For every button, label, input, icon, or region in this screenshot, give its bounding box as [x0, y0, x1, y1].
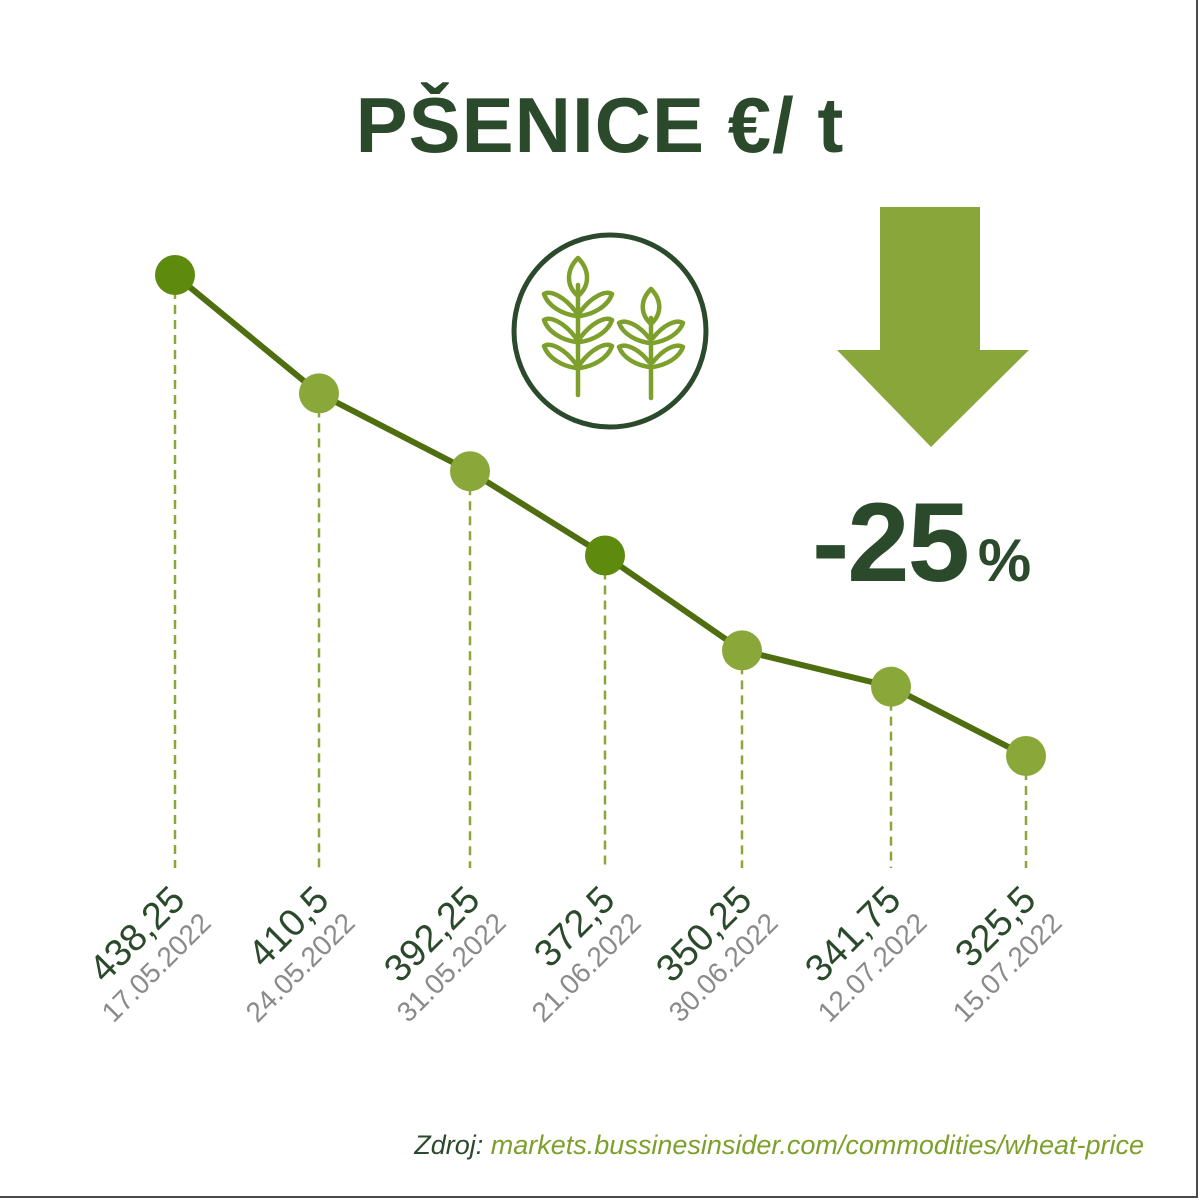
source-label: Zdroj: — [414, 1130, 484, 1160]
source-credit: Zdroj: markets.bussinesinsider.com/commo… — [414, 1130, 1144, 1161]
data-point-6 — [1006, 736, 1046, 776]
category-label-3: 372,521.06.2022 — [526, 879, 647, 1028]
data-point-1 — [299, 373, 339, 414]
percent-sign: % — [977, 527, 1032, 594]
data-point-5 — [871, 666, 911, 707]
category-label-6: 325,515.07.2022 — [947, 879, 1068, 1028]
data-point-2 — [450, 451, 490, 492]
chart-title: PŠENICE €/ t — [355, 81, 845, 169]
down-arrow-icon — [837, 207, 1029, 447]
percent-change-value: -25 — [812, 480, 970, 605]
category-label-1: 410,524.05.2022 — [240, 879, 361, 1028]
data-point-4 — [722, 630, 762, 671]
data-point-3 — [585, 535, 625, 576]
wheat-icon — [511, 232, 709, 430]
source-link[interactable]: markets.bussinesinsider.com/commodities/… — [490, 1130, 1144, 1160]
percent-change: -25% — [812, 478, 1112, 607]
data-point-0 — [155, 255, 195, 295]
